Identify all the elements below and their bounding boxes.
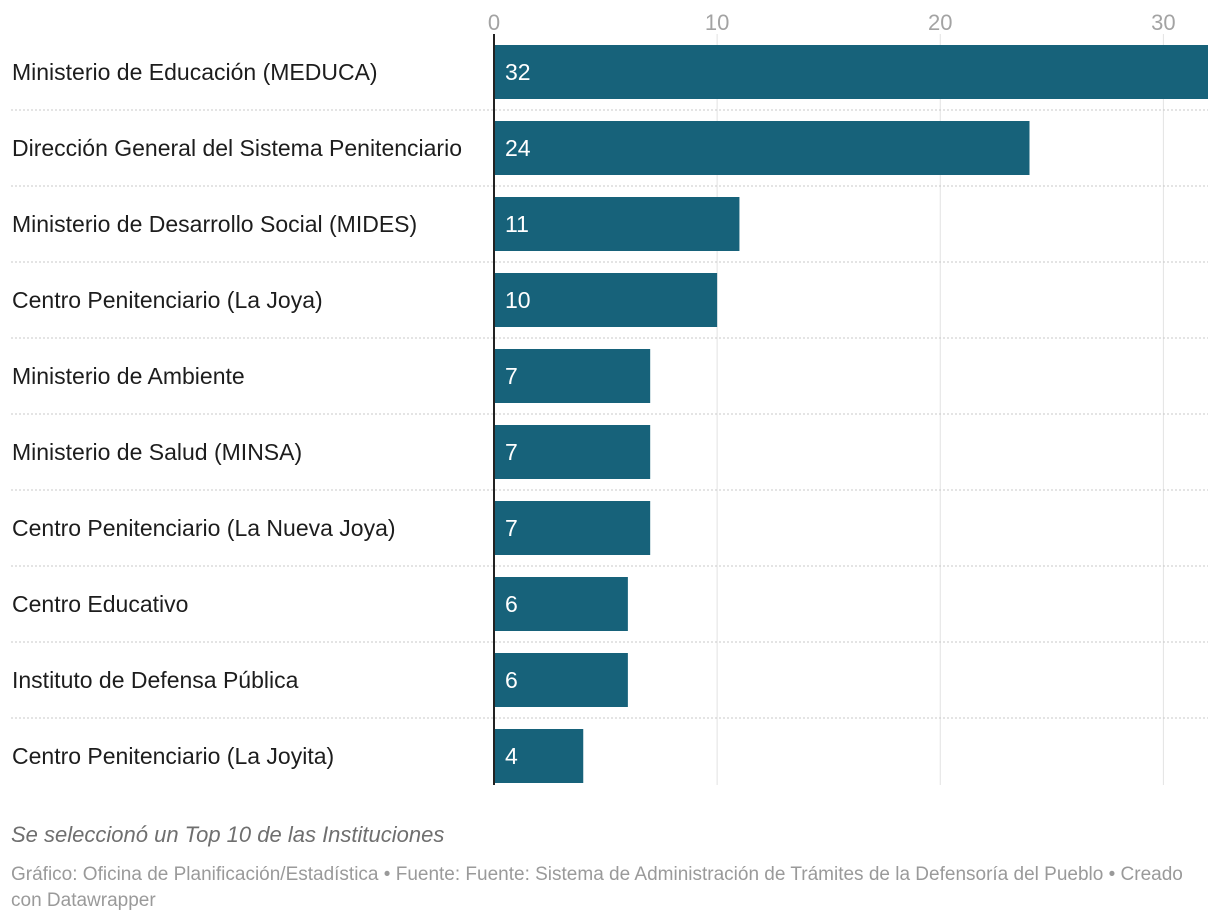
x-tick-label-10: 10: [705, 10, 729, 35]
chart-footer: Gráfico: Oficina de Planificación/Estadí…: [11, 864, 1183, 911]
bar: [494, 729, 584, 783]
category-label: Centro Penitenciario (La Nueva Joya): [12, 515, 396, 541]
category-label: Dirección General del Sistema Penitencia…: [12, 135, 462, 161]
bars: [494, 45, 1208, 783]
x-tick-label-0: 0: [488, 10, 500, 35]
category-label: Ministerio de Salud (MINSA): [12, 439, 302, 465]
category-label: Ministerio de Educación (MEDUCA): [12, 59, 378, 85]
value-label: 7: [505, 363, 518, 389]
value-label: 32: [505, 59, 531, 85]
value-label: 11: [505, 211, 529, 237]
gridlines: [11, 34, 1208, 785]
bar-chart: 0 10 20 30 Ministerio de Educación (MEDUCA) 3…: [11, 10, 1208, 785]
category-label: Ministerio de Desarrollo Social (MIDES): [12, 211, 417, 237]
value-label: 24: [505, 135, 531, 161]
value-label: 6: [505, 667, 518, 693]
bar: [494, 197, 740, 251]
value-label: 7: [505, 515, 518, 541]
bar: [494, 577, 628, 631]
bar: [494, 121, 1030, 175]
x-tick-label-30: 30: [1151, 10, 1175, 35]
category-label: Centro Penitenciario (La Joya): [12, 287, 323, 313]
chart-note: Se seleccionó un Top 10 de las Instituci…: [11, 822, 445, 847]
value-label: 4: [505, 743, 518, 769]
bar: [494, 501, 651, 555]
category-label: Centro Penitenciario (La Joyita): [12, 743, 334, 769]
value-label: 7: [505, 439, 518, 465]
bar: [494, 425, 651, 479]
value-label: 6: [505, 591, 518, 617]
category-label: Centro Educativo: [12, 591, 188, 617]
x-tick-label-20: 20: [928, 10, 952, 35]
bar: [494, 45, 1208, 99]
bar: [494, 349, 651, 403]
value-label: 10: [505, 287, 531, 313]
bar: [494, 653, 628, 707]
labels: 0 10 20 30 Ministerio de Educación (MEDUCA) 3…: [12, 10, 1176, 785]
bar: [494, 273, 718, 327]
category-label: Ministerio de Ambiente: [12, 363, 245, 389]
category-label: Instituto de Defensa Pública: [12, 667, 299, 693]
